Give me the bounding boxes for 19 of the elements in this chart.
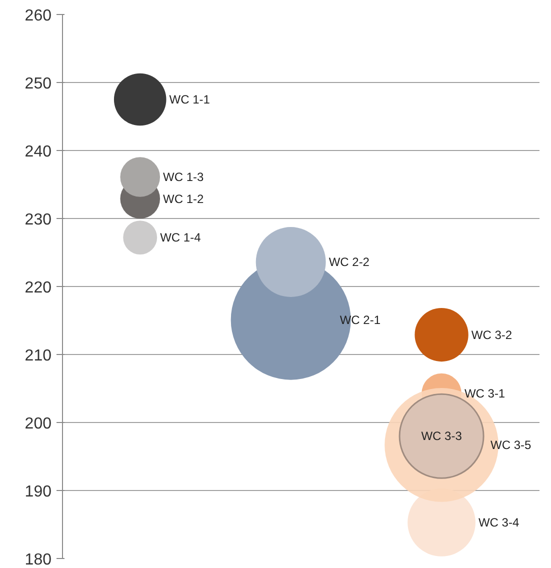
series-label: WC 1-4: [160, 230, 202, 245]
series-label: WC 3-4: [478, 515, 520, 530]
series-label: WC 1-1: [169, 92, 210, 106]
y-tick-label: 210: [24, 348, 52, 364]
y-tick-label: 180: [24, 552, 52, 568]
y-tick-label: 250: [24, 76, 52, 92]
series-label: WC 1-3: [163, 170, 204, 184]
series-label: WC 3-5: [490, 438, 532, 452]
y-tick-label: 230: [24, 212, 52, 228]
series-label: WC 3-1: [464, 386, 506, 400]
y-tick-label: 220: [24, 280, 52, 296]
series-label: WC 2-2: [328, 255, 370, 270]
y-tick-label: 240: [24, 144, 52, 160]
y-tick-label: 190: [24, 484, 52, 500]
series-label: WC 3-2: [471, 328, 512, 342]
series-label: WC 1-2: [163, 192, 204, 206]
y-tick-label: 260: [24, 8, 52, 24]
series-label: WC 3-3: [421, 429, 462, 444]
y-tick-label: 200: [24, 416, 52, 432]
